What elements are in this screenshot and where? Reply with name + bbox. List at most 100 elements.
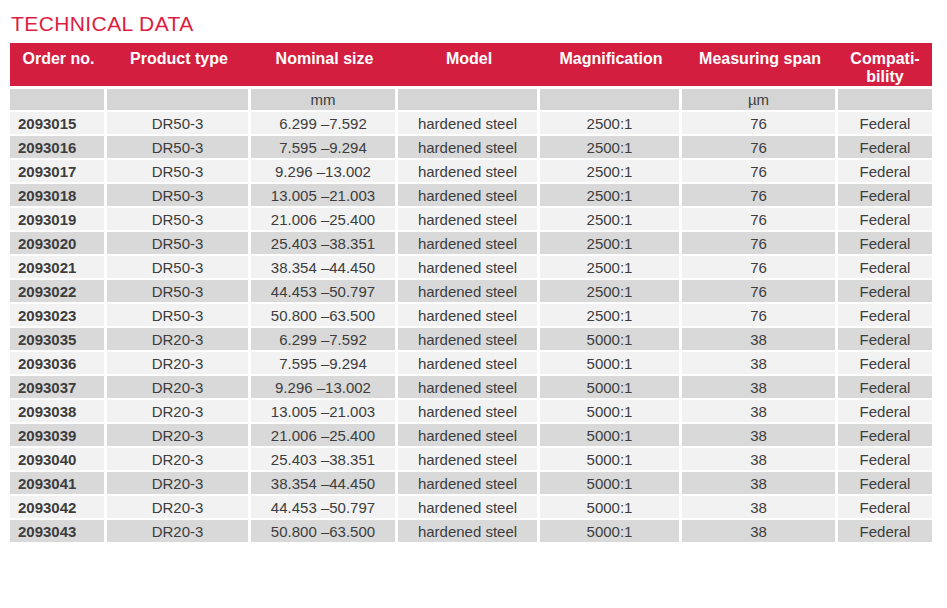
table-row: 2093041DR20-338.354 –44.450hardened stee…: [10, 470, 932, 494]
table-cell: 5000:1: [540, 374, 682, 398]
order-no-cell: 2093036: [10, 350, 107, 374]
table-cell: DR50-3: [107, 230, 251, 254]
table-row: 2093017DR50-39.296 –13.002hardened steel…: [10, 158, 932, 182]
unit-cell: [10, 86, 107, 110]
table-cell: 76: [682, 302, 838, 326]
order-no-cell: 2093019: [10, 206, 107, 230]
table-row: 2093018DR50-313.005 –21.003hardened stee…: [10, 182, 932, 206]
table-cell: DR50-3: [107, 254, 251, 278]
table-row: 2093020DR50-325.403 –38.351hardened stee…: [10, 230, 932, 254]
table-row: 2093040DR20-325.403 –38.351hardened stee…: [10, 446, 932, 470]
table-cell: DR20-3: [107, 446, 251, 470]
table-cell: DR20-3: [107, 470, 251, 494]
table-cell: Federal: [838, 302, 932, 326]
order-no-cell: 2093042: [10, 494, 107, 518]
table-cell: 76: [682, 110, 838, 134]
order-no-cell: 2093043: [10, 518, 107, 542]
table-cell: 38: [682, 398, 838, 422]
header-row: Order no. Product type Nominal size Mode…: [10, 43, 932, 86]
table-header: Order no. Product type Nominal size Mode…: [10, 43, 932, 86]
column-header-magnification: Magnification: [540, 43, 682, 86]
table-cell: 76: [682, 230, 838, 254]
table-cell: 5000:1: [540, 350, 682, 374]
table-cell: 76: [682, 158, 838, 182]
table-cell: 38: [682, 350, 838, 374]
table-cell: 21.006 –25.400: [251, 206, 398, 230]
table-cell: DR20-3: [107, 494, 251, 518]
table-cell: DR20-3: [107, 350, 251, 374]
table-cell: 7.595 –9.294: [251, 350, 398, 374]
table-cell: 2500:1: [540, 158, 682, 182]
table-cell: hardened steel: [398, 374, 540, 398]
table-cell: Federal: [838, 398, 932, 422]
table-cell: DR50-3: [107, 110, 251, 134]
order-no-cell: 2093021: [10, 254, 107, 278]
order-no-cell: 2093037: [10, 374, 107, 398]
table-cell: 76: [682, 206, 838, 230]
table-cell: 5000:1: [540, 398, 682, 422]
order-no-cell: 2093022: [10, 278, 107, 302]
order-no-cell: 2093035: [10, 326, 107, 350]
table-cell: Federal: [838, 422, 932, 446]
table-cell: Federal: [838, 254, 932, 278]
table-cell: hardened steel: [398, 158, 540, 182]
table-cell: 2500:1: [540, 182, 682, 206]
unit-cell: [398, 86, 540, 110]
table-cell: DR20-3: [107, 422, 251, 446]
table-cell: 38: [682, 374, 838, 398]
table-cell: 76: [682, 182, 838, 206]
table-cell: hardened steel: [398, 470, 540, 494]
unit-cell: [540, 86, 682, 110]
table-cell: 13.005 –21.003: [251, 182, 398, 206]
table-cell: DR20-3: [107, 518, 251, 542]
table-cell: hardened steel: [398, 206, 540, 230]
unit-cell-um: µm: [682, 86, 838, 110]
table-row: 2093016DR50-37.595 –9.294hardened steel2…: [10, 134, 932, 158]
table-cell: 38: [682, 326, 838, 350]
table-cell: hardened steel: [398, 182, 540, 206]
table-row: 2093036DR20-37.595 –9.294hardened steel5…: [10, 350, 932, 374]
table-cell: DR50-3: [107, 206, 251, 230]
table-cell: 9.296 –13.002: [251, 374, 398, 398]
column-header-compatibility: Compati- bility: [838, 43, 932, 86]
table-cell: 2500:1: [540, 134, 682, 158]
unit-cell: [838, 86, 932, 110]
table-cell: 38.354 –44.450: [251, 254, 398, 278]
table-cell: hardened steel: [398, 494, 540, 518]
table-row: 2093021DR50-338.354 –44.450hardened stee…: [10, 254, 932, 278]
table-cell: 76: [682, 254, 838, 278]
table-cell: 21.006 –25.400: [251, 422, 398, 446]
table-row: 2093035DR20-36.299 –7.592hardened steel5…: [10, 326, 932, 350]
table-cell: 76: [682, 134, 838, 158]
table-cell: hardened steel: [398, 398, 540, 422]
table-cell: hardened steel: [398, 350, 540, 374]
table-cell: hardened steel: [398, 254, 540, 278]
table-cell: Federal: [838, 182, 932, 206]
table-cell: 50.800 –63.500: [251, 518, 398, 542]
unit-cell-mm: mm: [251, 86, 398, 110]
table-row: 2093038DR20-313.005 –21.003hardened stee…: [10, 398, 932, 422]
table-cell: Federal: [838, 350, 932, 374]
table-cell: 50.800 –63.500: [251, 302, 398, 326]
table-cell: Federal: [838, 134, 932, 158]
unit-row: mm µm: [10, 86, 932, 110]
page-title: TECHNICAL DATA: [11, 12, 947, 36]
table-cell: 2500:1: [540, 230, 682, 254]
unit-cell: [107, 86, 251, 110]
table-cell: Federal: [838, 230, 932, 254]
table-cell: 2500:1: [540, 302, 682, 326]
order-no-cell: 2093017: [10, 158, 107, 182]
table-cell: Federal: [838, 374, 932, 398]
table-cell: 25.403 –38.351: [251, 230, 398, 254]
table-cell: Federal: [838, 494, 932, 518]
table-cell: 2500:1: [540, 206, 682, 230]
table-row: 2093042DR20-344.453 –50.797hardened stee…: [10, 494, 932, 518]
table-cell: 38: [682, 446, 838, 470]
table-cell: 38: [682, 518, 838, 542]
table-row: 2093022DR50-344.453 –50.797hardened stee…: [10, 278, 932, 302]
table-cell: DR50-3: [107, 134, 251, 158]
table-cell: DR20-3: [107, 374, 251, 398]
table-row: 2093023DR50-350.800 –63.500hardened stee…: [10, 302, 932, 326]
table-cell: hardened steel: [398, 422, 540, 446]
table-cell: 2500:1: [540, 254, 682, 278]
